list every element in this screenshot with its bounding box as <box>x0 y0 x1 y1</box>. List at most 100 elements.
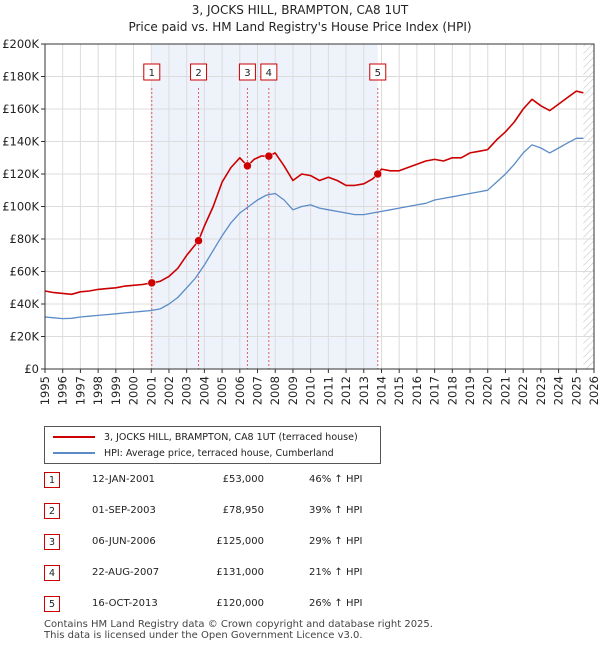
x-tick-label: 2022 <box>516 376 530 405</box>
transaction-label-box <box>143 63 161 81</box>
x-tick-label: 2023 <box>534 376 548 405</box>
transaction-label-box <box>238 63 256 81</box>
transaction-label-box <box>190 63 208 81</box>
x-tick-label: 2014 <box>374 376 388 405</box>
y-tick-label: £140K <box>2 135 39 149</box>
transaction-hpi-change: 39% ↑ HPI <box>309 505 363 516</box>
x-tick-label: 2003 <box>180 376 194 405</box>
y-tick-label: £200K <box>2 37 39 51</box>
transaction-date: 12-JAN-2001 <box>92 474 156 485</box>
transaction-number-badge: 2 <box>44 503 60 519</box>
x-tick-label: 2001 <box>144 376 158 405</box>
transaction-number-badge: 4 <box>44 565 60 581</box>
transaction-price: £125,000 <box>216 536 264 547</box>
x-tick-label: 1995 <box>38 376 52 405</box>
transaction-point <box>147 278 157 288</box>
transaction-date: 06-JUN-2006 <box>92 536 156 547</box>
chart-title: 3, JOCKS HILL, BRAMPTON, CA8 1UT <box>192 3 409 17</box>
x-tick-label: 2025 <box>569 376 583 405</box>
x-tick-label: 2008 <box>268 376 282 405</box>
x-tick-label: 2009 <box>286 376 300 405</box>
y-tick-label: £160K <box>2 102 39 116</box>
x-tick-label: 2020 <box>481 376 495 405</box>
y-tick-label: £40K <box>10 297 40 311</box>
chart-subtitle: Price paid vs. HM Land Registry's House … <box>128 20 471 34</box>
y-tick-label: £120K <box>2 167 39 181</box>
x-axis-ticks: 1995 1996 1997 1998 1999 2000 2001 2002 2003 2004… <box>38 369 600 405</box>
y-axis-ticks: £0 £20K £40K £60K £80K £100K £120K £140K £160K £1… <box>2 37 45 376</box>
legend: 3, JOCKS HILL, BRAMPTON, CA8 1UT (terrac… <box>44 426 381 464</box>
transaction-point <box>264 151 274 161</box>
transaction-row: 3 06-JUN-2006 £125,000 29% ↑ HPI <box>44 534 484 552</box>
transaction-label-box <box>369 63 387 81</box>
x-tick-label: 2005 <box>215 376 229 405</box>
x-tick-label: 1998 <box>91 376 105 405</box>
transaction-price: £53,000 <box>222 474 264 485</box>
x-tick-label: 2002 <box>162 376 176 405</box>
x-tick-label: 2007 <box>251 376 265 405</box>
y-tick-label: £80K <box>10 232 40 246</box>
x-tick-label: 1997 <box>73 376 87 405</box>
y-tick-label: £20K <box>10 330 40 344</box>
y-tick-label: £0 <box>24 362 39 376</box>
transaction-date: 22-AUG-2007 <box>92 567 160 578</box>
transaction-label: 1 <box>149 68 155 79</box>
legend-label-hpi: HPI: Average price, terraced house, Cumb… <box>104 447 334 459</box>
transaction-hpi-change: 21% ↑ HPI <box>309 567 363 578</box>
x-tick-label: 2000 <box>127 376 141 405</box>
transaction-label: 4 <box>266 68 272 79</box>
series-line-hpi <box>44 137 584 320</box>
x-tick-label: 2013 <box>357 376 371 405</box>
y-tick-label: £60K <box>10 265 40 279</box>
legend-item-hpi: HPI: Average price, terraced house, Cumb… <box>53 445 334 461</box>
x-tick-label: 2017 <box>428 376 442 405</box>
x-tick-label: 1999 <box>109 376 123 405</box>
transaction-row: 2 01-SEP-2003 £78,950 39% ↑ HPI <box>44 503 484 521</box>
y-tick-label: £100K <box>2 200 39 214</box>
y-tick-label: £180K <box>2 70 39 84</box>
transaction-label: 3 <box>244 68 250 79</box>
transaction-label-box <box>260 63 278 81</box>
x-tick-label: 2024 <box>552 376 566 405</box>
x-tick-label: 2015 <box>392 376 406 405</box>
footer-copyright: Contains HM Land Registry data © Crown c… <box>44 619 433 630</box>
x-tick-label: 2019 <box>463 376 477 405</box>
transaction-date: 01-SEP-2003 <box>92 505 156 516</box>
transaction-label: 2 <box>195 68 201 79</box>
legend-swatch-hpi <box>53 452 95 454</box>
transaction-number-badge: 3 <box>44 534 60 550</box>
x-tick-label: 2006 <box>233 376 247 405</box>
legend-swatch-property <box>53 436 95 438</box>
transaction-price: £78,950 <box>222 505 264 516</box>
transaction-point <box>373 169 383 179</box>
x-tick-label: 2011 <box>321 376 335 405</box>
transaction-row: 1 12-JAN-2001 £53,000 46% ↑ HPI <box>44 472 484 490</box>
x-tick-label: 2004 <box>197 376 211 405</box>
transaction-hpi-change: 29% ↑ HPI <box>309 536 363 547</box>
x-tick-label: 2012 <box>339 376 353 405</box>
transaction-point <box>243 161 252 171</box>
transaction-number-badge: 5 <box>44 596 60 612</box>
x-tick-label: 2018 <box>445 376 459 405</box>
transaction-date: 16-OCT-2013 <box>92 598 158 609</box>
legend-label-property: 3, JOCKS HILL, BRAMPTON, CA8 1UT (terrac… <box>104 431 358 443</box>
transaction-row: 4 22-AUG-2007 £131,000 21% ↑ HPI <box>44 565 484 583</box>
series-line-property <box>44 90 584 296</box>
footer-attribution: Contains HM Land Registry data © Crown c… <box>44 619 433 641</box>
price-chart: 3, JOCKS HILL, BRAMPTON, CA8 1UT Price p… <box>2 3 600 405</box>
transaction-price: £120,000 <box>216 598 264 609</box>
transaction-markers: 1 2 3 4 5 <box>143 63 387 369</box>
transaction-label: 5 <box>375 68 381 79</box>
x-tick-label: 2010 <box>304 376 318 405</box>
transaction-hpi-change: 26% ↑ HPI <box>309 598 363 609</box>
x-tick-label: 2016 <box>410 376 424 405</box>
transaction-point <box>194 236 203 245</box>
series-lines <box>44 90 584 320</box>
transaction-points <box>147 151 383 288</box>
transaction-number-badge: 1 <box>44 472 60 488</box>
transaction-price: £131,000 <box>216 567 264 578</box>
legend-item-property: 3, JOCKS HILL, BRAMPTON, CA8 1UT (terrac… <box>53 429 358 445</box>
plot-frame <box>44 43 595 370</box>
x-tick-label: 2021 <box>498 376 512 405</box>
x-tick-label: 2026 <box>587 376 600 405</box>
